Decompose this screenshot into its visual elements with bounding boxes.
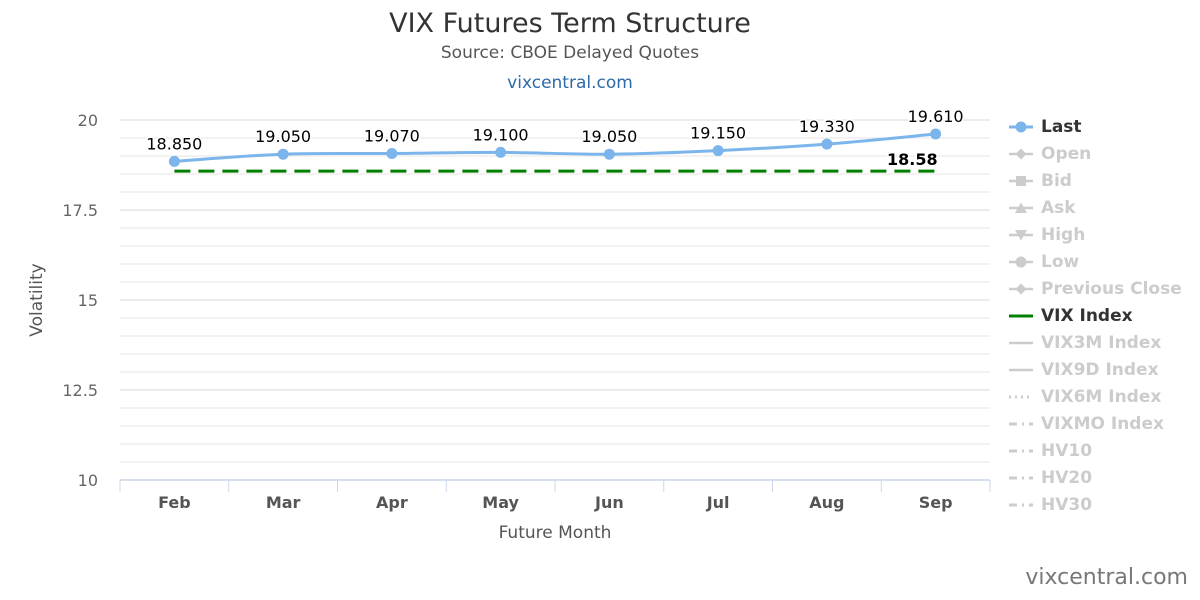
source-link[interactable]: vixcentral.com xyxy=(507,73,633,93)
legend-symbol-icon xyxy=(1009,476,1033,479)
x-tick-label: Jul xyxy=(706,493,730,512)
legend-symbol-icon xyxy=(1009,148,1033,159)
legend-symbol-icon xyxy=(1009,341,1033,344)
legend-symbol-icon xyxy=(1009,202,1033,213)
legend-item[interactable]: VIX Index xyxy=(1008,302,1198,329)
legend-item[interactable]: VIX3M Index xyxy=(1008,329,1198,356)
legend-symbol-icon xyxy=(1009,368,1033,371)
data-point-last xyxy=(277,148,289,160)
x-tick-label: Sep xyxy=(919,493,953,512)
x-tick-label: Jun xyxy=(594,493,624,512)
chart-subtitle: Source: CBOE Delayed Quotes xyxy=(440,43,700,63)
data-label-last: 19.050 xyxy=(581,127,637,146)
legend-symbol-icon xyxy=(1009,229,1033,240)
y-tick-label: 10 xyxy=(78,471,98,490)
legend-label: VIX3M Index xyxy=(1041,332,1162,353)
y-tick-label: 15 xyxy=(78,291,98,310)
chart-plot: 10 12.5 15 17.5 20 Feb Mar Apr May Jun Jul Aug Sep Fu… xyxy=(27,106,991,543)
data-label-last: 19.070 xyxy=(364,126,420,145)
legend-item[interactable]: VIX9D Index xyxy=(1008,356,1198,383)
legend-symbol-icon xyxy=(1009,121,1033,132)
legend-label: VIX Index xyxy=(1041,305,1133,326)
legend-label: Ask xyxy=(1041,197,1076,218)
legend-symbol-icon xyxy=(1009,422,1033,425)
legend-label: Previous Close xyxy=(1041,278,1182,299)
legend-symbol-icon xyxy=(1009,314,1033,317)
legend-symbol-icon xyxy=(1009,395,1033,398)
legend-item[interactable]: Ask xyxy=(1008,194,1198,221)
legend-item[interactable]: VIX6M Index xyxy=(1008,383,1198,410)
legend-label: VIXMO Index xyxy=(1041,413,1164,434)
legend-label: Bid xyxy=(1041,170,1072,191)
x-tick-label: Mar xyxy=(266,493,301,512)
data-point-last xyxy=(930,128,942,140)
y-axis-title: Volatility xyxy=(27,263,47,336)
data-label-last: 19.050 xyxy=(255,127,311,146)
y-tick-label: 12.5 xyxy=(62,381,98,400)
y-tick-label: 20 xyxy=(78,111,98,130)
chart-legend: Last Open Bid Ask High Low Previous Close VIX I… xyxy=(1008,113,1198,518)
legend-label: Last xyxy=(1041,116,1082,137)
data-point-last xyxy=(603,148,615,160)
legend-label: VIX9D Index xyxy=(1041,359,1159,380)
legend-item[interactable]: Last xyxy=(1008,113,1198,140)
data-point-last xyxy=(168,155,180,167)
legend-symbol-icon xyxy=(1009,503,1033,506)
credit-watermark[interactable]: vixcentral.com xyxy=(1025,565,1188,590)
data-point-last xyxy=(821,138,833,150)
legend-label: HV30 xyxy=(1041,494,1093,515)
legend-item[interactable]: VIXMO Index xyxy=(1008,410,1198,437)
legend-item[interactable]: High xyxy=(1008,221,1198,248)
y-tick-label: 17.5 xyxy=(62,201,98,220)
x-tick-label: Feb xyxy=(158,493,191,512)
legend-label: Low xyxy=(1041,251,1080,272)
legend-symbol-icon xyxy=(1009,256,1033,267)
legend-label: VIX6M Index xyxy=(1041,386,1162,407)
legend-label: High xyxy=(1041,224,1086,245)
legend-item[interactable]: Bid xyxy=(1008,167,1198,194)
data-point-last xyxy=(495,146,507,158)
data-label-last: 19.150 xyxy=(690,124,746,143)
x-tick-label: Aug xyxy=(809,493,844,512)
x-tick-label: Apr xyxy=(376,493,408,512)
legend-label: HV10 xyxy=(1041,440,1093,461)
legend-item[interactable]: HV10 xyxy=(1008,437,1198,464)
data-point-last xyxy=(712,145,724,157)
vix-index-value-label: 18.58 xyxy=(887,150,938,169)
legend-item[interactable]: HV20 xyxy=(1008,464,1198,491)
legend-label: HV20 xyxy=(1041,467,1093,488)
data-label-last: 19.610 xyxy=(908,107,964,126)
legend-item[interactable]: HV30 xyxy=(1008,491,1198,518)
x-axis-title: Future Month xyxy=(499,523,612,543)
legend-label: Open xyxy=(1041,143,1092,164)
data-point-last xyxy=(386,147,398,159)
legend-symbol-icon xyxy=(1009,283,1033,294)
chart-title: VIX Futures Term Structure xyxy=(389,8,751,39)
x-tick-label: May xyxy=(482,493,519,512)
data-label-last: 18.850 xyxy=(146,134,202,153)
legend-symbol-icon xyxy=(1009,175,1033,186)
legend-item[interactable]: Low xyxy=(1008,248,1198,275)
legend-symbol-icon xyxy=(1009,449,1033,452)
data-label-last: 19.100 xyxy=(473,125,529,144)
series-line-last xyxy=(174,132,936,163)
legend-item[interactable]: Previous Close xyxy=(1008,275,1198,302)
legend-item[interactable]: Open xyxy=(1008,140,1198,167)
data-label-last: 19.330 xyxy=(799,117,855,136)
